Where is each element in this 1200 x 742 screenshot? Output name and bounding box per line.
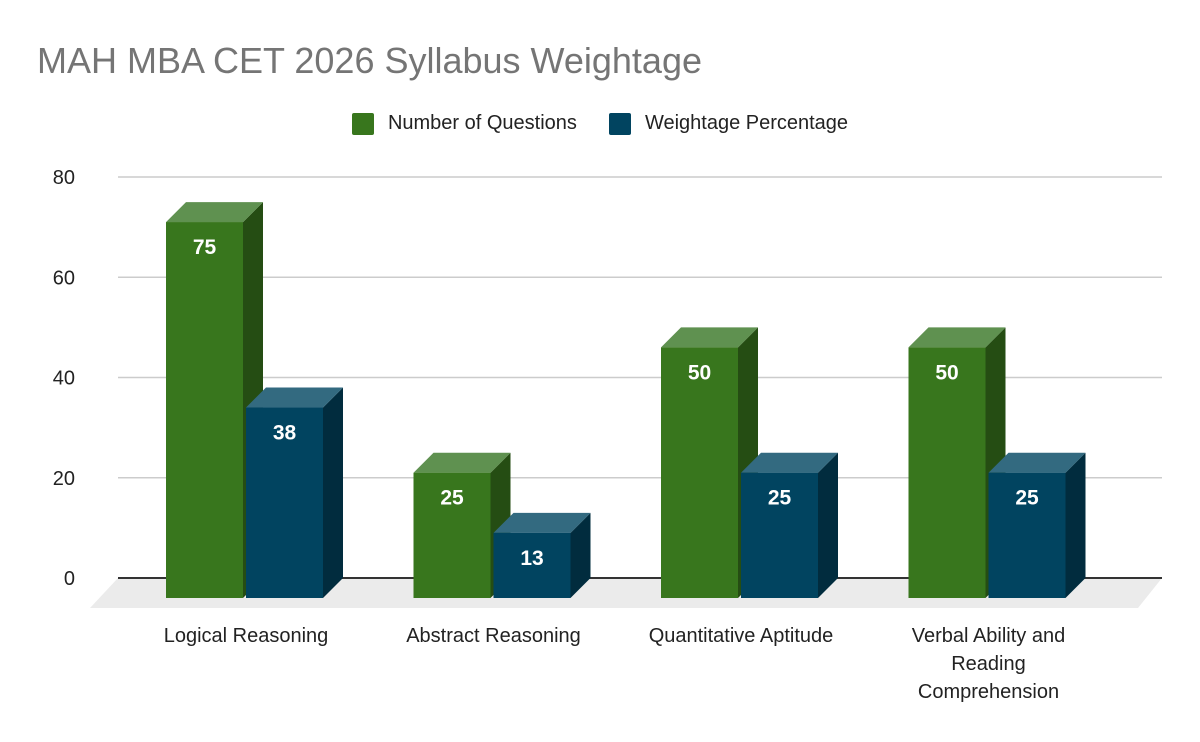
data-label: 25 (440, 487, 464, 510)
legend-label: Number of Questions (387, 112, 577, 134)
x-tick-label: Verbal Ability and Reading Comprehension (912, 625, 1065, 703)
bar-top (413, 452, 511, 473)
bar (908, 347, 986, 598)
bar-side (323, 387, 343, 598)
legend-swatch (608, 112, 631, 135)
data-label: 75 (193, 236, 217, 259)
bar-top (908, 327, 1006, 348)
data-label: 25 (1015, 487, 1039, 510)
bar-side (818, 452, 838, 598)
floor (90, 578, 1162, 608)
bar-top (661, 327, 758, 348)
bar (661, 347, 738, 598)
bar (741, 472, 818, 598)
legend: Number of Questions Weightage Percentage (0, 112, 1200, 135)
x-tick-label: Logical Reasoning (164, 625, 329, 647)
x-tick-label: Quantitative Aptitude (649, 625, 834, 647)
data-label: 50 (688, 361, 711, 384)
bar-top (246, 387, 343, 408)
legend-item-questions: Number of Questions (351, 112, 577, 135)
bar (246, 407, 323, 598)
y-tick-label: 0 (64, 568, 75, 590)
legend-swatch (351, 112, 374, 135)
y-tick-label: 20 (53, 468, 75, 490)
bar-top (988, 452, 1086, 473)
legend-label: Weightage Percentage (644, 112, 849, 134)
y-tick-label: 60 (53, 267, 75, 289)
data-label: 38 (273, 422, 297, 445)
bar (413, 472, 491, 598)
data-label: 13 (520, 547, 543, 570)
bar-top (493, 512, 591, 533)
x-tick-label: Abstract Reasoning (406, 625, 581, 647)
chart-title: MAH MBA CET 2026 Syllabus Weightage (37, 40, 702, 81)
bar (988, 472, 1066, 598)
bar-side (570, 512, 591, 598)
bar (493, 532, 571, 598)
data-label: 50 (935, 361, 958, 384)
legend-item-weightage: Weightage Percentage (608, 112, 849, 135)
y-tick-label: 80 (53, 167, 75, 189)
bar-side (1065, 452, 1086, 598)
y-tick-label: 40 (53, 368, 75, 390)
bar (166, 222, 243, 598)
bar-top (166, 202, 263, 223)
data-label: 25 (768, 487, 792, 510)
bar-top (741, 452, 838, 473)
